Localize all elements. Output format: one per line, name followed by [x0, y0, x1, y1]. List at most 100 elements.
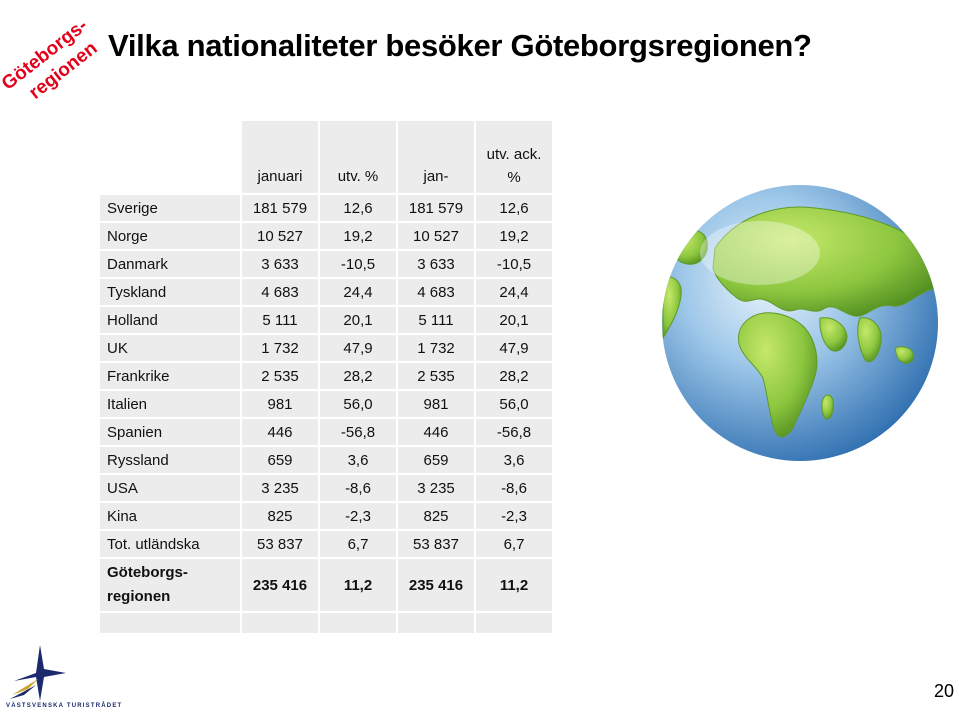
table-header-row: januari utv. % jan- utv. ack. %	[100, 121, 554, 195]
star-gold-swoosh	[12, 679, 38, 695]
table-row: Kina 825 -2,3 825 -2,3	[100, 503, 554, 531]
cell-utv: 24,4	[320, 279, 398, 307]
cell-utv: 28,2	[320, 363, 398, 391]
cell-utv-ack: -2,3	[476, 503, 554, 531]
row-label: Spanien	[100, 419, 242, 447]
star-navy	[14, 645, 66, 701]
header-utv-ack-line1: utv. ack.	[486, 146, 542, 163]
cell-jan-ack: 5 111	[398, 307, 476, 335]
table-row: UK 1 732 47,9 1 732 47,9	[100, 335, 554, 363]
empty-row	[100, 613, 554, 635]
cell-utv-ack: 24,4	[476, 279, 554, 307]
row-label: Ryssland	[100, 447, 242, 475]
cell-utv: -8,6	[320, 475, 398, 503]
row-label: Holland	[100, 307, 242, 335]
cell-januari: 3 235	[242, 475, 320, 503]
table-row: USA 3 235 -8,6 3 235 -8,6	[100, 475, 554, 503]
total-label: Göteborgs- regionen	[100, 559, 242, 613]
cell-jan-ack: 3 235	[398, 475, 476, 503]
star-navy-swoosh	[10, 685, 36, 699]
continent-africa	[738, 312, 818, 438]
table-row: Italien 981 56,0 981 56,0	[100, 391, 554, 419]
cell-jan-ack: 4 683	[398, 279, 476, 307]
cell-januari: 5 111	[242, 307, 320, 335]
continent-india	[857, 317, 882, 363]
goteborgsregionen-logo: Göteborgs- regionen	[0, 15, 101, 104]
cell-januari: 4 683	[242, 279, 320, 307]
island-madagascar	[821, 394, 834, 420]
empty-cell	[100, 613, 242, 635]
cell-jan-ack: 3 633	[398, 251, 476, 279]
total-label-line1: Göteborgs-	[107, 564, 188, 581]
cell-utv: 19,2	[320, 223, 398, 251]
cell-utv-ack: 20,1	[476, 307, 554, 335]
table-row: Norge 10 527 19,2 10 527 19,2	[100, 223, 554, 251]
table-row: Tyskland 4 683 24,4 4 683 24,4	[100, 279, 554, 307]
cell-utv-ack: 28,2	[476, 363, 554, 391]
header-blank-cell	[100, 121, 242, 195]
cell-januari: 181 579	[242, 195, 320, 223]
cell-jan-ack: 659	[398, 447, 476, 475]
vastsvenska-turistradet-logo	[10, 645, 66, 701]
row-label: Tot. utländska	[100, 531, 242, 559]
row-label: Kina	[100, 503, 242, 531]
header-jan-ack: jan-	[398, 121, 476, 195]
table-row: Danmark 3 633 -10,5 3 633 -10,5	[100, 251, 554, 279]
table-row: Spanien 446 -56,8 446 -56,8	[100, 419, 554, 447]
empty-cell	[320, 613, 398, 635]
header-utv: utv. %	[320, 121, 398, 195]
total-utv: 11,2	[320, 559, 398, 613]
cell-januari: 2 535	[242, 363, 320, 391]
empty-cell	[398, 613, 476, 635]
header-januari: januari	[242, 121, 320, 195]
empty-cell	[242, 613, 320, 635]
row-label: Norge	[100, 223, 242, 251]
table-body: Sverige 181 579 12,6 181 579 12,6 Norge 10 527…	[100, 195, 554, 559]
page-title: Vilka nationaliteter besöker Göteborgsre…	[108, 28, 812, 63]
table-row: Sverige 181 579 12,6 181 579 12,6	[100, 195, 554, 223]
continent-europe-asia	[712, 206, 936, 317]
cell-jan-ack: 10 527	[398, 223, 476, 251]
row-label: Frankrike	[100, 363, 242, 391]
cell-januari: 659	[242, 447, 320, 475]
continent-americas-edge	[662, 276, 682, 340]
cell-utv-ack: 56,0	[476, 391, 554, 419]
table-row: Tot. utländska 53 837 6,7 53 837 6,7	[100, 531, 554, 559]
table-row: Frankrike 2 535 28,2 2 535 28,2	[100, 363, 554, 391]
cell-januari: 981	[242, 391, 320, 419]
cell-utv: 47,9	[320, 335, 398, 363]
total-label-line2: regionen	[107, 588, 171, 605]
total-row: Göteborgs- regionen 235 416 11,2 235 416…	[100, 559, 554, 613]
continent-arabia	[819, 317, 848, 352]
cell-januari: 1 732	[242, 335, 320, 363]
cell-utv-ack: 6,7	[476, 531, 554, 559]
cell-jan-ack: 2 535	[398, 363, 476, 391]
header-utv-ack-line2: %	[507, 169, 521, 186]
cell-utv-ack: 47,9	[476, 335, 554, 363]
globe-highlight	[700, 221, 820, 285]
total-utv-ack: 11,2	[476, 559, 554, 613]
total-jan-ack: 235 416	[398, 559, 476, 613]
row-label: Italien	[100, 391, 242, 419]
table-row: Ryssland 659 3,6 659 3,6	[100, 447, 554, 475]
row-label: Danmark	[100, 251, 242, 279]
empty-cell	[476, 613, 554, 635]
cell-jan-ack: 446	[398, 419, 476, 447]
cell-utv: 56,0	[320, 391, 398, 419]
table-row: Holland 5 111 20,1 5 111 20,1	[100, 307, 554, 335]
logo-wordmark: VÄSTSVENSKA TURISTRÅDET	[6, 703, 123, 709]
total-jan: 235 416	[242, 559, 320, 613]
page-number: 20	[934, 681, 955, 701]
cell-utv-ack: -8,6	[476, 475, 554, 503]
row-label: Sverige	[100, 195, 242, 223]
row-label: USA	[100, 475, 242, 503]
cell-januari: 53 837	[242, 531, 320, 559]
cell-jan-ack: 981	[398, 391, 476, 419]
cell-jan-ack: 181 579	[398, 195, 476, 223]
nationality-table: januari utv. % jan- utv. ack. % Sverige 1…	[100, 121, 554, 635]
cell-utv: 12,6	[320, 195, 398, 223]
cell-utv-ack: -10,5	[476, 251, 554, 279]
cell-utv: 3,6	[320, 447, 398, 475]
cell-januari: 825	[242, 503, 320, 531]
cell-januari: 446	[242, 419, 320, 447]
